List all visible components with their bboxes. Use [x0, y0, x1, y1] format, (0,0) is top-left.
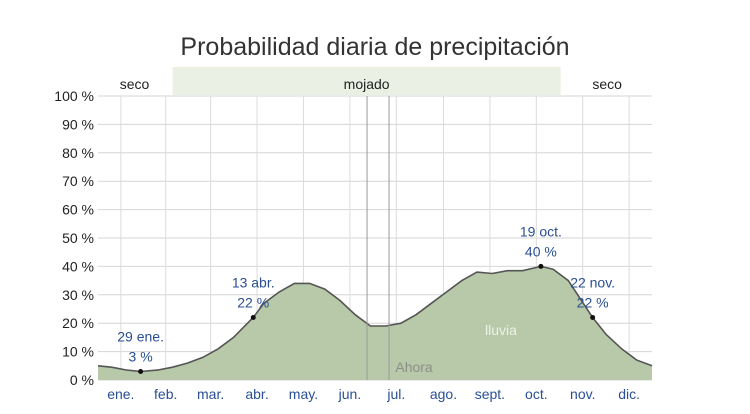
x-tick-label: dic.: [618, 386, 640, 402]
y-axis: 0 % 10 % 20 % 30 % 40 % 50 % 60 % 70 % 80 % 90 % 1…: [54, 88, 94, 388]
annotation-value-2: 40 %: [525, 243, 557, 259]
y-tick-label: 60 %: [62, 202, 94, 218]
season-bg-1: [172, 67, 561, 95]
plot-area: Ahora lluvia: [97, 96, 653, 380]
annotation-point-3: [590, 315, 596, 321]
annotation-date-3: 22 nov.: [570, 275, 615, 291]
x-tick-label: mar.: [197, 386, 224, 402]
x-tick-label: ene.: [107, 386, 134, 402]
chart-title: Probabilidad diaria de precipitación: [180, 33, 569, 61]
y-tick-label: 70 %: [62, 173, 94, 189]
rain-line: [97, 265, 653, 373]
annotation-value-0: 3 %: [129, 348, 153, 364]
x-tick-label: sept.: [475, 386, 505, 402]
y-tick-label: 10 %: [62, 344, 94, 360]
season-label-2: seco: [592, 76, 622, 92]
annotation-point-2: [538, 263, 544, 269]
rain-area: [98, 266, 652, 380]
y-tick-label: 90 %: [62, 116, 94, 132]
season-label-0: seco: [120, 76, 150, 92]
y-tick-label: 50 %: [62, 230, 94, 246]
x-tick-label: jul.: [386, 386, 405, 402]
season-label-1: mojado: [344, 76, 390, 92]
y-tick-label: 80 %: [62, 145, 94, 161]
annotations: 29 ene. 3 % 13 abr. 22 % 19 oct. 40 % 22 nov. 2…: [117, 223, 615, 374]
x-tick-label: may.: [289, 386, 318, 402]
annotation-value-3: 22 %: [577, 295, 609, 311]
x-tick-label: nov.: [570, 386, 595, 402]
now-label: Ahora: [395, 359, 433, 375]
x-tick-label: jun.: [338, 386, 362, 402]
x-axis: ene. feb. mar. abr. may. jun. jul. ago. sept. oct…: [107, 386, 640, 402]
x-tick-label: feb.: [154, 386, 177, 402]
y-tick-label: 100 %: [54, 88, 94, 104]
x-tick-label: oct.: [525, 386, 548, 402]
annotation-date-1: 13 abr.: [232, 275, 275, 291]
annotation-value-1: 22 %: [237, 295, 269, 311]
x-tick-label: abr.: [245, 386, 268, 402]
y-tick-label: 0 %: [70, 372, 94, 388]
annotation-point-1: [250, 315, 256, 321]
series-label: lluvia: [485, 322, 517, 338]
y-tick-label: 20 %: [62, 315, 94, 331]
annotation-date-2: 19 oct.: [520, 223, 562, 239]
y-tick-label: 40 %: [62, 258, 94, 274]
season-band: seco mojado seco: [120, 67, 622, 95]
annotation-point-0: [138, 368, 144, 374]
x-tick-label: ago.: [430, 386, 457, 402]
annotation-date-0: 29 ene.: [117, 328, 164, 344]
y-tick-label: 30 %: [62, 287, 94, 303]
